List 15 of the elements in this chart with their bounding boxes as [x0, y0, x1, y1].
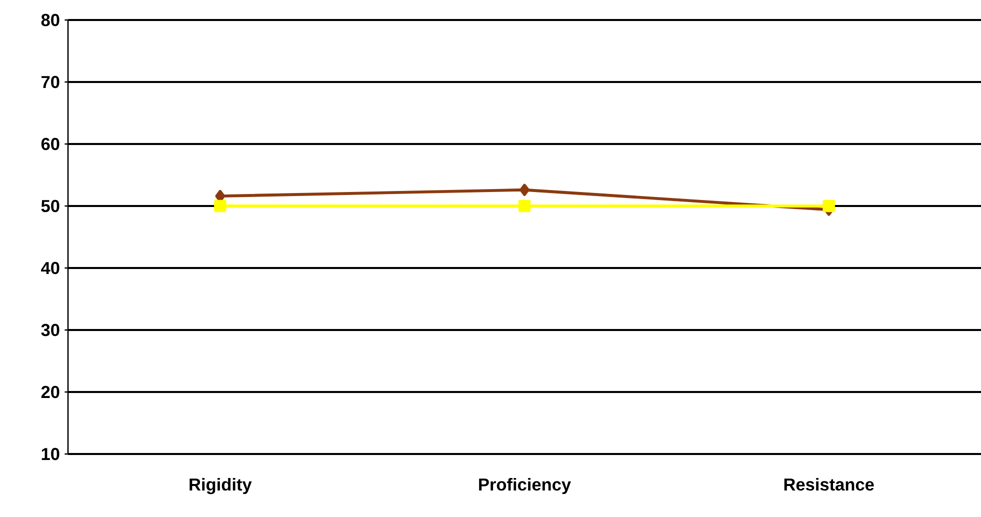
y-tick-label: 40	[41, 262, 60, 274]
point	[214, 200, 226, 212]
point	[822, 200, 835, 212]
y-tick-label: 20	[41, 386, 60, 398]
point	[520, 184, 530, 196]
y-tick-label: 80	[41, 14, 60, 26]
y-tick-label: 70	[42, 76, 60, 88]
point	[518, 200, 531, 212]
x-tick-label: Rigidity	[190, 478, 252, 494]
y-tick-label: 30	[41, 324, 60, 336]
y-tick-label: 50	[41, 200, 60, 212]
x-tick-label: Resistance	[784, 478, 874, 491]
y-tick-label: 60	[41, 138, 60, 150]
x-tick-label: Proficiency	[479, 478, 571, 494]
y-tick-label: 10	[42, 448, 60, 460]
